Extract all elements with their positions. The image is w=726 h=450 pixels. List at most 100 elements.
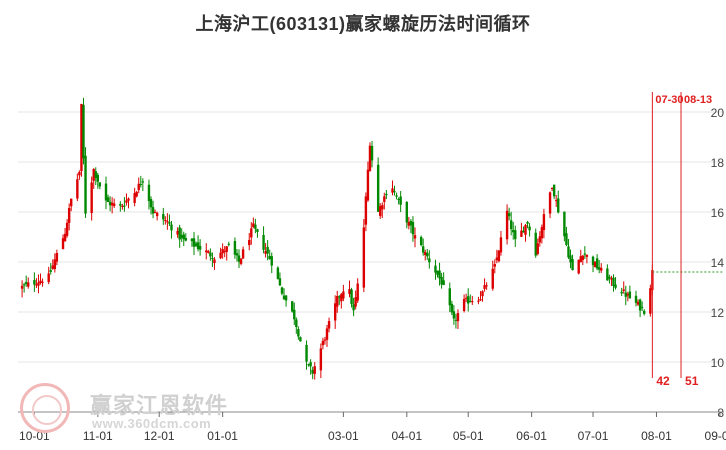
- candle-body: [209, 252, 212, 257]
- candle-body: [612, 277, 615, 286]
- candle-body: [348, 289, 351, 294]
- candle-body: [428, 258, 431, 263]
- candle-body: [600, 267, 603, 271]
- candle-body: [121, 205, 124, 207]
- candle-body: [104, 183, 108, 201]
- candle-body: [649, 288, 652, 314]
- x-tick-label: 07-01: [578, 429, 609, 443]
- candle-body: [178, 227, 181, 240]
- candle-body: [321, 340, 325, 346]
- candle-body: [464, 297, 468, 299]
- candle-body: [550, 187, 554, 189]
- candle-body: [327, 321, 331, 329]
- candle-body: [151, 207, 155, 214]
- candle-body: [311, 369, 314, 374]
- candle-body: [536, 243, 539, 254]
- candle-body: [205, 250, 208, 253]
- candle-body: [254, 224, 257, 229]
- candle-body: [485, 285, 488, 287]
- candle-body: [362, 227, 366, 288]
- candle-body: [307, 364, 310, 366]
- y-tick-label: 16: [711, 206, 725, 220]
- candle-body: [577, 259, 580, 274]
- candle-body: [70, 198, 73, 207]
- candle-body: [636, 302, 640, 305]
- candle-body: [505, 210, 509, 240]
- candle-body: [520, 230, 523, 237]
- candle-body: [610, 278, 613, 280]
- candle-body: [252, 223, 255, 228]
- candle-body: [370, 145, 374, 161]
- candle-body: [90, 182, 93, 214]
- candle-body: [436, 270, 439, 275]
- candle-body: [434, 265, 437, 273]
- candle-body: [84, 155, 87, 214]
- candle-body: [110, 202, 114, 206]
- x-tick-label: 03-01: [328, 429, 359, 443]
- candle-body: [563, 211, 566, 237]
- candle-body: [538, 236, 542, 243]
- cycle-date-label: 07-30: [655, 94, 683, 106]
- candle-body: [270, 256, 273, 266]
- y-tick-label: 12: [711, 306, 725, 320]
- watermark-url: www.360dcm.com: [92, 416, 212, 431]
- candle-body: [491, 268, 494, 289]
- candle-body: [411, 221, 415, 235]
- candle-body: [571, 259, 574, 271]
- candle-body: [155, 212, 159, 217]
- candle-body: [282, 295, 286, 300]
- candle-body: [336, 296, 339, 307]
- candle-body: [379, 206, 382, 216]
- candle-body: [413, 235, 417, 239]
- candle-body: [65, 222, 69, 236]
- candle-body: [20, 285, 24, 289]
- candle-body: [319, 348, 323, 371]
- candle-body: [67, 208, 71, 223]
- candle-body: [41, 281, 44, 283]
- candle-body: [554, 200, 558, 202]
- candle-body: [284, 295, 288, 301]
- candle-body: [426, 252, 429, 257]
- candle-body: [125, 200, 128, 203]
- candle-body: [524, 224, 527, 235]
- candle-body: [39, 280, 42, 284]
- candle-body: [421, 246, 425, 253]
- candle-body: [620, 291, 623, 294]
- candle-body: [540, 227, 544, 239]
- candle-body: [383, 196, 386, 202]
- candle-body: [170, 224, 173, 231]
- candle-body: [153, 211, 157, 213]
- candle-body: [493, 264, 497, 267]
- candle-body: [295, 319, 298, 328]
- candle-body: [567, 246, 570, 258]
- candle-body: [61, 238, 65, 250]
- candle-body: [147, 184, 151, 202]
- candle-body: [626, 293, 630, 296]
- candle-body: [514, 230, 517, 240]
- y-tick-label: 18: [711, 156, 725, 170]
- watermark-name: 赢家江恩软件: [90, 393, 229, 418]
- candle-body: [450, 303, 454, 313]
- candle-body: [223, 251, 226, 253]
- candle-body: [509, 220, 513, 230]
- candle-body: [471, 301, 474, 303]
- candle-body: [309, 362, 312, 367]
- candle-body: [534, 232, 537, 256]
- candle-body: [393, 191, 396, 193]
- candle-body: [376, 164, 380, 212]
- candle-body: [452, 311, 456, 319]
- y-tick-label: 8: [717, 406, 724, 420]
- x-tick-label: 04-01: [391, 429, 422, 443]
- candle-body: [51, 265, 54, 269]
- candle-body: [440, 276, 443, 285]
- candle-body: [585, 254, 589, 257]
- candle-body: [481, 291, 484, 297]
- candle-body: [194, 243, 198, 246]
- candle-body: [462, 299, 466, 311]
- cycle-lines: 07-30 42 08-13 51: [651, 92, 724, 388]
- candle-body: [338, 296, 341, 298]
- candle-body: [456, 313, 460, 322]
- candle-body: [162, 214, 165, 220]
- candle-body: [608, 276, 611, 279]
